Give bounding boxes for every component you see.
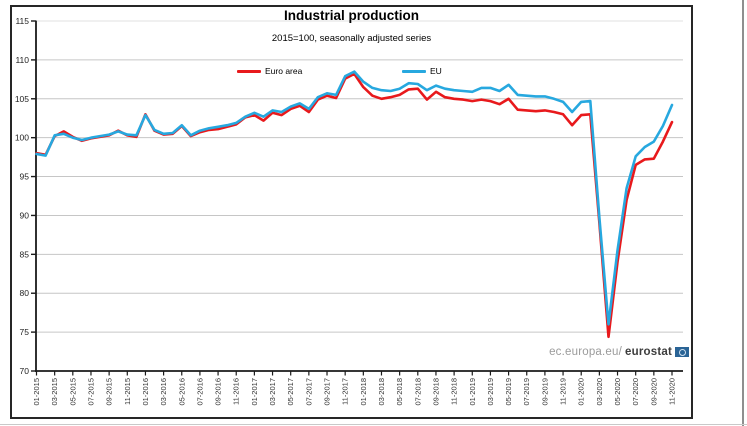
x-tick-label-07-2017: 07-2017 xyxy=(304,378,313,406)
x-tick-label-09-2017: 09-2017 xyxy=(323,378,332,406)
x-tick-label-03-2019: 03-2019 xyxy=(486,378,495,406)
y-tick-label-85: 85 xyxy=(20,249,30,259)
x-tick-label-09-2015: 09-2015 xyxy=(105,378,114,406)
x-tick-label-11-2015: 11-2015 xyxy=(123,378,132,405)
x-tick-label-05-2015: 05-2015 xyxy=(68,378,77,406)
x-tick-label-01-2016: 01-2016 xyxy=(141,378,150,406)
x-tick-label-01-2020: 01-2020 xyxy=(577,378,586,406)
watermark-brand: eurostat xyxy=(625,346,672,358)
series-line-eu xyxy=(35,70,674,326)
x-tick-label-11-2018: 11-2018 xyxy=(450,378,459,405)
y-tick-label-75: 75 xyxy=(20,327,30,337)
page-right-border xyxy=(742,0,744,426)
legend-item-eu: EU xyxy=(402,66,442,76)
watermark-prefix: ec.europa.eu/ xyxy=(549,346,623,358)
y-tick-label-80: 80 xyxy=(20,288,30,298)
y-tick-label-90: 90 xyxy=(20,210,30,220)
x-tick-label-09-2016: 09-2016 xyxy=(214,378,223,406)
y-tick-label-110: 110 xyxy=(15,55,29,65)
x-tick-label-07-2016: 07-2016 xyxy=(195,378,204,406)
euro-area-line-swatch xyxy=(237,69,261,73)
x-tick-label-03-2015: 03-2015 xyxy=(50,378,59,406)
x-tick-label-03-2018: 03-2018 xyxy=(377,378,386,406)
x-tick-label-01-2015: 01-2015 xyxy=(32,378,41,406)
x-tick-label-07-2019: 07-2019 xyxy=(522,378,531,406)
x-tick-label-09-2018: 09-2018 xyxy=(431,378,440,406)
x-tick-label-03-2016: 03-2016 xyxy=(159,378,168,406)
x-tick-label-07-2018: 07-2018 xyxy=(413,378,422,406)
x-tick-label-03-2020: 03-2020 xyxy=(595,378,604,406)
chart-title: Industrial production xyxy=(284,8,419,23)
x-tick-label-09-2020: 09-2020 xyxy=(649,378,658,406)
x-tick-label-07-2020: 07-2020 xyxy=(631,378,640,406)
x-tick-label-05-2018: 05-2018 xyxy=(395,378,404,406)
y-tick-label-115: 115 xyxy=(15,16,29,26)
legend-item-euro-area: Euro area xyxy=(237,66,302,76)
x-tick-label-09-2019: 09-2019 xyxy=(540,378,549,406)
x-tick-label-05-2019: 05-2019 xyxy=(504,378,513,406)
eu-line-swatch xyxy=(402,69,426,73)
x-tick-label-11-2017: 11-2017 xyxy=(341,378,350,405)
legend-label-euro-area: Euro area xyxy=(265,66,303,76)
x-tick-label-05-2020: 05-2020 xyxy=(613,378,622,406)
chart-subtitle: 2015=100, seasonally adjusted series xyxy=(271,33,432,44)
y-tick-label-95: 95 xyxy=(20,172,30,182)
x-tick-label-11-2016: 11-2016 xyxy=(232,378,241,405)
x-tick-label-11-2019: 11-2019 xyxy=(559,378,568,405)
eurostat-logo-icon xyxy=(675,347,689,357)
legend-label-eu: EU xyxy=(430,66,442,76)
x-tick-label-03-2017: 03-2017 xyxy=(268,378,277,406)
page-bottom-border xyxy=(0,424,747,425)
x-tick-label-01-2018: 01-2018 xyxy=(359,378,368,406)
y-tick-label-100: 100 xyxy=(15,133,29,143)
y-tick-label-105: 105 xyxy=(15,94,29,104)
y-tick-label-70: 70 xyxy=(20,366,30,376)
x-tick-label-07-2015: 07-2015 xyxy=(86,378,95,406)
x-tick-label-05-2016: 05-2016 xyxy=(177,378,186,406)
x-tick-label-11-2020: 11-2020 xyxy=(668,378,677,405)
eurostat-watermark: ec.europa.eu/eurostat xyxy=(549,346,689,358)
series-line-euro-area xyxy=(35,72,674,339)
x-tick-label-01-2017: 01-2017 xyxy=(250,378,259,406)
x-tick-label-01-2019: 01-2019 xyxy=(468,378,477,406)
x-tick-label-05-2017: 05-2017 xyxy=(286,378,295,406)
